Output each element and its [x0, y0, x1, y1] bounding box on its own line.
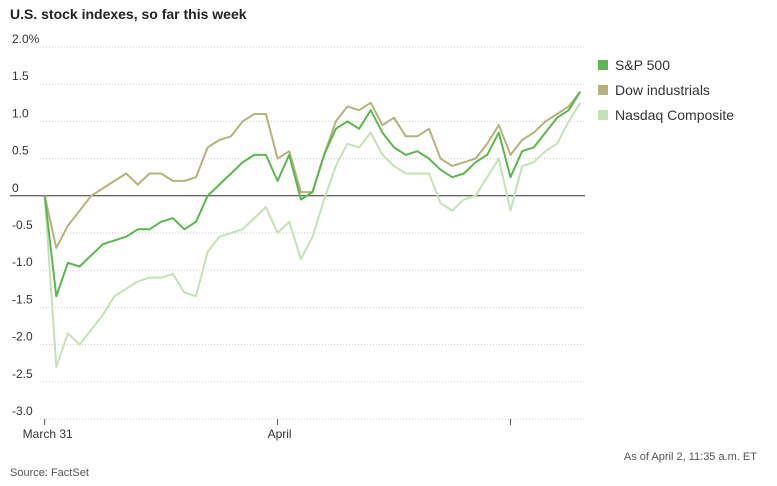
chart-title: U.S. stock indexes, so far this week	[10, 6, 247, 22]
y-tick-label: -1.5	[12, 292, 33, 306]
y-tick-label: -1.0	[12, 255, 33, 269]
legend-swatch	[598, 85, 608, 95]
legend-swatch	[598, 60, 608, 70]
y-tick-label: 0.5	[12, 144, 29, 158]
y-tick-label: -3.0	[12, 404, 33, 418]
x-tick-label: April	[268, 427, 292, 441]
legend-label: Dow industrials	[615, 82, 710, 98]
y-tick-label: 1.5	[12, 69, 29, 83]
legend-label: S&P 500	[615, 57, 670, 73]
y-tick-label: 0	[12, 181, 19, 195]
y-tick-label: -2.5	[12, 367, 33, 381]
y-tick-label: -0.5	[12, 218, 33, 232]
legend-label: Nasdaq Composite	[615, 107, 734, 123]
y-tick-label: 2.0%	[12, 32, 40, 46]
y-tick-label: 1.0	[12, 106, 29, 120]
series-line	[43, 91, 582, 298]
y-tick-label: -2.0	[12, 330, 33, 344]
legend-swatch	[598, 110, 608, 120]
series-line	[43, 102, 582, 368]
x-tick-label: March 31	[23, 427, 73, 441]
series-line	[43, 90, 582, 249]
note: As of April 2, 11:35 a.m. ET	[624, 451, 757, 463]
source: Source: FactSet	[10, 467, 89, 479]
